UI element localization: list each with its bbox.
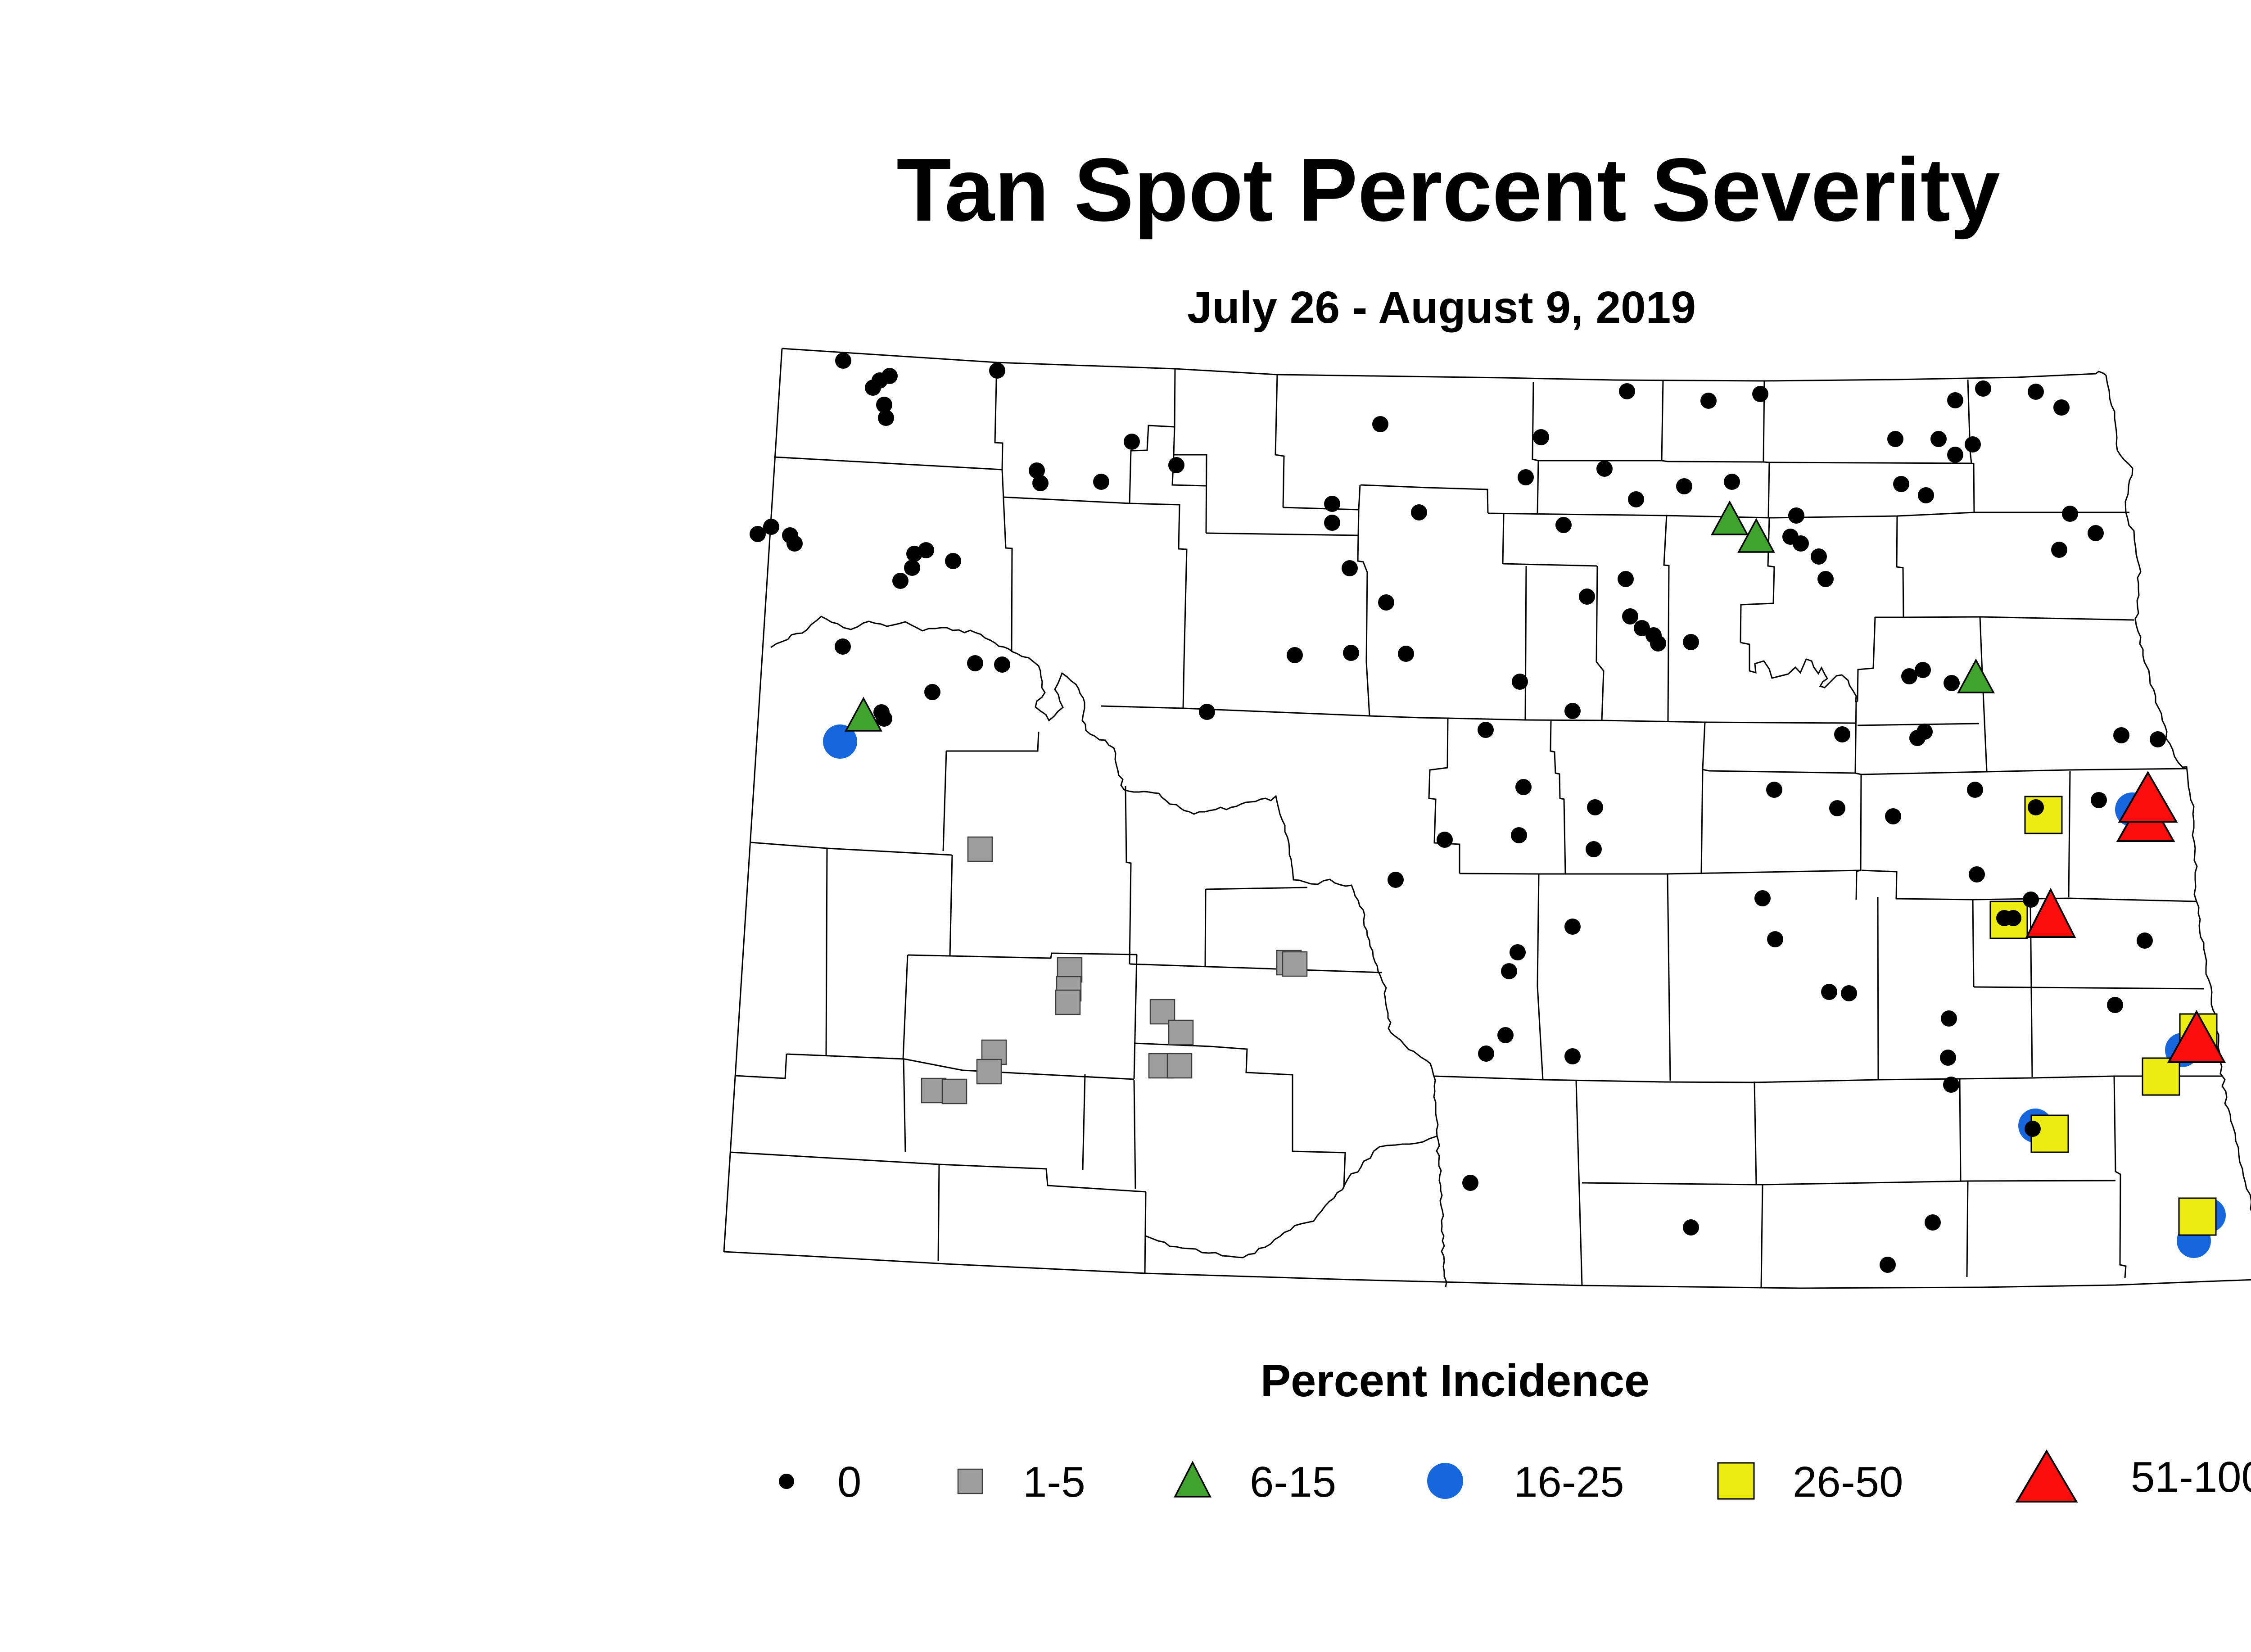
svg-text:6-15: 6-15 <box>1250 1458 1336 1506</box>
svg-text:1-5: 1-5 <box>1023 1458 1085 1506</box>
svg-text:Percent Incidence: Percent Incidence <box>1261 1356 1650 1406</box>
svg-text:0: 0 <box>837 1458 861 1506</box>
svg-text:16-25: 16-25 <box>1514 1458 1624 1506</box>
svg-text:Tan Spot Percent Severity: Tan Spot Percent Severity <box>896 140 2000 240</box>
svg-text:51-100: 51-100 <box>2131 1453 2251 1501</box>
svg-text:July 26 - August 9, 2019: July 26 - August 9, 2019 <box>1187 282 1696 333</box>
svg-text:26-50: 26-50 <box>1793 1458 1903 1506</box>
